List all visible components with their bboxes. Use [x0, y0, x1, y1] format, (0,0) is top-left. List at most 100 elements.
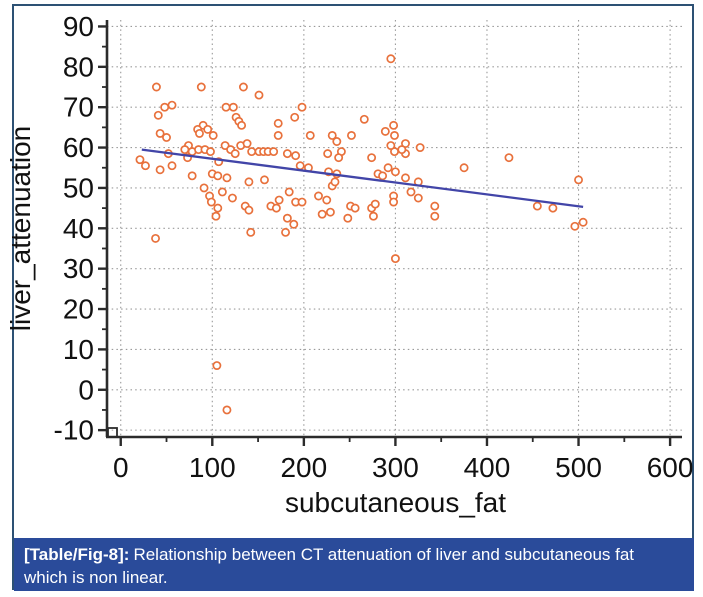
- scatter-point: [273, 131, 283, 140]
- scatter-point: [327, 131, 337, 140]
- scatter-point: [217, 187, 227, 197]
- scatter-point: [401, 173, 410, 183]
- scatter-point: [260, 175, 269, 185]
- scatter-point: [389, 197, 399, 207]
- scatter-point: [155, 165, 165, 175]
- scatter-point: [242, 139, 252, 148]
- scatter-point: [430, 211, 440, 221]
- scatter-point: [244, 177, 254, 187]
- scatter-point: [227, 193, 237, 203]
- scatter-point: [206, 147, 215, 157]
- scatter-point: [222, 405, 232, 415]
- scatter-point: [368, 211, 378, 221]
- scatter-point: [281, 227, 290, 237]
- scatter-point: [390, 131, 399, 140]
- scatter-point: [203, 124, 213, 134]
- scatter-point: [238, 82, 248, 92]
- y-tick-label: 80: [63, 51, 94, 82]
- scatter-point: [247, 147, 257, 157]
- scatter-point: [386, 54, 396, 64]
- scatter-point: [254, 90, 264, 100]
- scatter-point: [397, 145, 407, 155]
- scatter-point: [370, 199, 380, 209]
- x-axis-title: subcutaneous_fat: [285, 487, 506, 518]
- scatter-plot: -10 0 10 20 30 40 50 60 70 80 90 0 100 200 300 400 500 60…: [5, 11, 694, 518]
- figure-caption-bar: [Table/Fig-8]: Relationship between CT at…: [14, 538, 694, 591]
- scatter-point: [162, 133, 171, 142]
- origin-corner-box: [107, 427, 118, 438]
- scatter-point: [180, 145, 190, 155]
- scatter-point: [578, 217, 588, 227]
- scatter-point: [367, 153, 377, 163]
- scatter-point: [390, 254, 400, 264]
- figure-caption-text: Relationship between CT attenuation of l…: [24, 545, 635, 587]
- x-tick-label: 500: [555, 452, 602, 483]
- scatter-point: [430, 201, 440, 211]
- x-tick-label: 100: [189, 452, 236, 483]
- y-tick-label: 20: [63, 294, 94, 325]
- scatter-point: [305, 131, 315, 140]
- scatter-point: [141, 161, 150, 171]
- figure-border: [12, 4, 694, 590]
- x-tick-label: 400: [464, 452, 511, 483]
- scatter-point: [548, 203, 558, 213]
- y-tick-label: -10: [54, 415, 94, 446]
- scatter-point: [323, 149, 333, 159]
- scatter-point: [167, 161, 177, 171]
- scatter-point: [222, 173, 232, 183]
- scatter-point: [322, 195, 332, 205]
- scatter-point: [284, 187, 294, 197]
- scatter-point: [314, 191, 323, 201]
- scatter-point: [295, 161, 305, 171]
- scatter-point: [208, 131, 218, 140]
- scatter-point: [570, 221, 580, 231]
- y-tick-label: 60: [63, 132, 94, 163]
- scatter-point: [151, 233, 160, 243]
- scatter-point: [153, 110, 163, 120]
- scatter-point: [386, 141, 396, 150]
- scatter-point: [289, 219, 299, 229]
- scatter-point: [213, 171, 223, 181]
- scatter-point: [378, 171, 388, 181]
- y-tick-label: 40: [63, 213, 94, 244]
- x-tick-label: 300: [372, 452, 419, 483]
- scatter-point: [347, 131, 356, 140]
- scatter-point: [406, 187, 416, 197]
- scatter-point: [390, 167, 400, 177]
- scatter-point: [221, 102, 231, 112]
- scatter-point: [212, 361, 222, 370]
- y-axis-title: liver_attenuation: [5, 126, 36, 331]
- figure-caption-label: [Table/Fig-8]:: [24, 545, 130, 564]
- scatter-point: [282, 149, 292, 159]
- scatter-point: [155, 128, 165, 138]
- scatter-point: [244, 205, 254, 215]
- scatter-point: [199, 183, 209, 193]
- scatter-point: [151, 82, 161, 92]
- scatter-point: [187, 171, 197, 181]
- scatter-point: [206, 197, 216, 207]
- x-tick-label: 0: [113, 452, 129, 483]
- scatter-point: [504, 153, 514, 163]
- scatter-point: [211, 211, 221, 221]
- scatter-point: [359, 114, 369, 124]
- y-tick-label: 70: [63, 92, 94, 123]
- scatter-point: [237, 120, 247, 130]
- scatter-point: [291, 151, 301, 161]
- x-tick-label: 600: [647, 452, 694, 483]
- scatter-point: [325, 207, 335, 217]
- scatter-point: [297, 197, 307, 207]
- scatter-point: [271, 203, 281, 213]
- scatter-point: [196, 82, 206, 92]
- y-tick-label: 50: [63, 172, 94, 203]
- scatter-point: [269, 147, 279, 157]
- scatter-point: [383, 163, 393, 173]
- scatter-point: [330, 177, 340, 187]
- x-tick-label: 200: [280, 452, 327, 483]
- scatter-point: [574, 175, 583, 185]
- scatter-point: [343, 213, 353, 223]
- scatter-point: [290, 112, 300, 122]
- y-tick-label: 0: [78, 374, 94, 405]
- y-tick-label: 10: [63, 334, 94, 365]
- scatter-point: [532, 201, 542, 211]
- y-tick-label: 30: [63, 253, 94, 284]
